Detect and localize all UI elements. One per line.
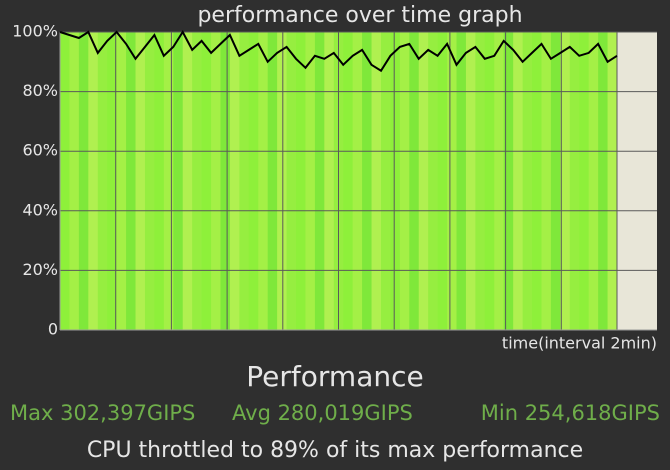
stripe <box>201 32 212 330</box>
stripe <box>456 32 467 330</box>
stripe <box>532 32 542 330</box>
stripe <box>296 32 306 330</box>
stripe <box>607 32 618 330</box>
stripe <box>220 32 231 330</box>
stripe <box>522 32 533 330</box>
stripe <box>277 32 288 330</box>
stripe <box>343 32 354 330</box>
stripe <box>182 32 193 330</box>
stripe <box>135 32 146 330</box>
stripe <box>258 32 269 330</box>
heading: Performance <box>246 360 423 393</box>
stat-avg: Avg 280,019GIPS <box>232 401 413 425</box>
stripe <box>579 32 590 330</box>
stripe <box>248 32 259 330</box>
stripe <box>399 32 410 330</box>
stripe <box>569 32 580 330</box>
stripe <box>192 32 203 330</box>
stripe <box>513 32 524 330</box>
stripe <box>78 32 89 330</box>
stripe <box>437 32 448 330</box>
stripe <box>352 32 363 330</box>
stripe <box>88 32 99 330</box>
stripe <box>144 32 155 330</box>
stripe <box>484 32 495 330</box>
stripe <box>390 32 401 330</box>
stripe <box>503 32 514 330</box>
stripe <box>211 32 221 330</box>
stripe <box>163 32 174 330</box>
stripe <box>267 32 278 330</box>
stripe <box>371 32 382 330</box>
stat-min: Min 254,618GIPS <box>481 401 660 425</box>
stripe <box>418 32 429 330</box>
stripe <box>409 32 420 330</box>
stripe <box>97 32 108 330</box>
stripe <box>314 32 325 330</box>
stripe <box>69 32 80 330</box>
stripe <box>588 32 599 330</box>
summary: CPU throttled to 89% of its max performa… <box>87 438 583 463</box>
stripe <box>598 32 609 330</box>
stat-max: Max 302,397GIPS <box>10 401 195 425</box>
stripe <box>475 32 486 330</box>
y-tick-label: 40% <box>22 200 58 219</box>
y-tick-label: 100% <box>12 22 58 41</box>
x-axis-label: time(interval 2min) <box>502 334 657 353</box>
performance-line <box>59 30 618 73</box>
stripe <box>239 32 250 330</box>
y-tick-label: 20% <box>22 260 58 279</box>
stripe <box>380 32 391 330</box>
stripe <box>60 32 70 330</box>
stripe <box>494 32 505 330</box>
stripe <box>154 32 165 330</box>
stripe <box>560 32 571 330</box>
stripe <box>107 32 118 330</box>
stripe <box>465 32 476 330</box>
stripe <box>126 32 137 330</box>
stripe <box>447 32 458 330</box>
stripe <box>229 32 240 330</box>
stripe <box>116 32 127 330</box>
y-tick-label: 60% <box>22 141 58 160</box>
y-tick-label: 80% <box>22 81 58 100</box>
stripe <box>324 32 335 330</box>
stripe <box>173 32 184 330</box>
stripe <box>305 32 316 330</box>
stripe <box>362 32 373 330</box>
stripe <box>541 32 552 330</box>
stripe <box>286 32 297 330</box>
stripe <box>428 32 439 330</box>
chart-title: performance over time graph <box>197 3 522 28</box>
stripe <box>550 32 561 330</box>
y-tick-label: 0 <box>48 320 58 339</box>
